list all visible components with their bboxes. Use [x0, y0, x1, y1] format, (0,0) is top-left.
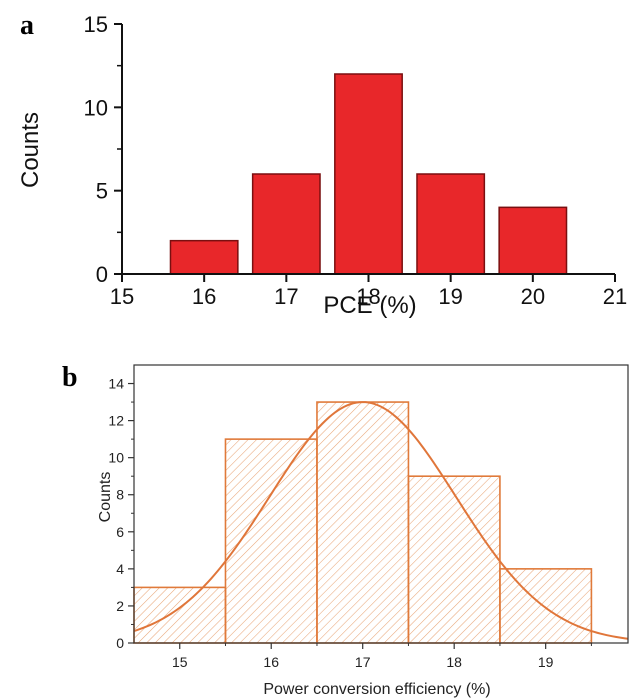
panel-b-plot-frame — [133, 364, 629, 644]
panel-a-x-tick-label: 18 — [356, 284, 380, 309]
panel-a-x-axis-title: PCE (%) — [323, 292, 416, 319]
panel-a-x-tick-label: 21 — [603, 284, 627, 309]
panel-a-bar-20 — [498, 206, 568, 275]
panel-b-bar-17 — [316, 401, 410, 644]
panel-a-y-tick-label: 10 — [84, 95, 108, 120]
panel-a-bars — [169, 73, 568, 275]
panel-b-y-tick-label: 4 — [116, 561, 124, 577]
panel-b-y-tick-label: 14 — [108, 376, 124, 392]
panel-a-bar-18 — [334, 73, 403, 275]
panel-a-ticks: 0 5 10 15 15 16 17 18 19 20 21 — [84, 12, 628, 309]
panel-b-bar-18 — [407, 475, 501, 644]
panel-b-y-tick-label: 0 — [116, 635, 124, 651]
panel-b-x-tick-label: 19 — [538, 654, 554, 670]
panel-b-y-tick-label: 12 — [108, 413, 124, 429]
panel-b-x-tick-label: 16 — [263, 654, 279, 670]
panel-b-x-tick-label: 17 — [355, 654, 371, 670]
panel-b-label: b — [62, 362, 78, 393]
panel-b: b 0 2 4 6 8 10 12 14 15 16 17 18 19 Power conversion… — [62, 362, 629, 698]
panel-a-x-tick-label: 16 — [192, 284, 216, 309]
panel-a-y-tick-label: 0 — [96, 262, 108, 287]
panel-b-y-tick-label: 8 — [116, 487, 124, 503]
panel-a-y-axis-title: Counts — [17, 112, 44, 188]
panel-a-x-tick-label: 20 — [521, 284, 545, 309]
panel-a-y-tick-label: 5 — [96, 179, 108, 204]
panel-b-ticks: 0 2 4 6 8 10 12 14 15 16 17 18 19 — [108, 376, 592, 670]
panel-a-y-tick-label: 15 — [84, 12, 108, 37]
panel-a-x-tick-label: 19 — [438, 284, 462, 309]
panel-a-bar-16 — [169, 239, 239, 275]
panel-a-x-tick-label: 17 — [274, 284, 298, 309]
panel-b-gaussian-fit-line — [133, 401, 629, 640]
panel-b-x-tick-label: 18 — [446, 654, 462, 670]
panel-b-y-tick-label: 10 — [108, 450, 124, 466]
panel-b-y-tick-label: 6 — [116, 524, 124, 540]
panel-b-bar-19 — [499, 568, 593, 644]
panel-b-bars — [133, 401, 593, 644]
panel-b-y-tick-label: 2 — [116, 598, 124, 614]
panel-a-label: a — [20, 10, 34, 41]
panel-b-y-axis-title: Counts — [97, 472, 114, 523]
panel-b-bar-15 — [133, 586, 227, 644]
panel-a-bar-17 — [251, 173, 321, 275]
panel-a-x-tick-label: 15 — [110, 284, 134, 309]
panel-b-x-tick-label: 15 — [172, 654, 188, 670]
panel-b-x-axis-title: Power conversion efficiency (%) — [263, 681, 490, 698]
panel-a: a 0 5 10 15 15 16 17 18 19 20 21 PCE (%) Counts — [17, 10, 627, 319]
panel-a-bar-19 — [416, 173, 486, 275]
